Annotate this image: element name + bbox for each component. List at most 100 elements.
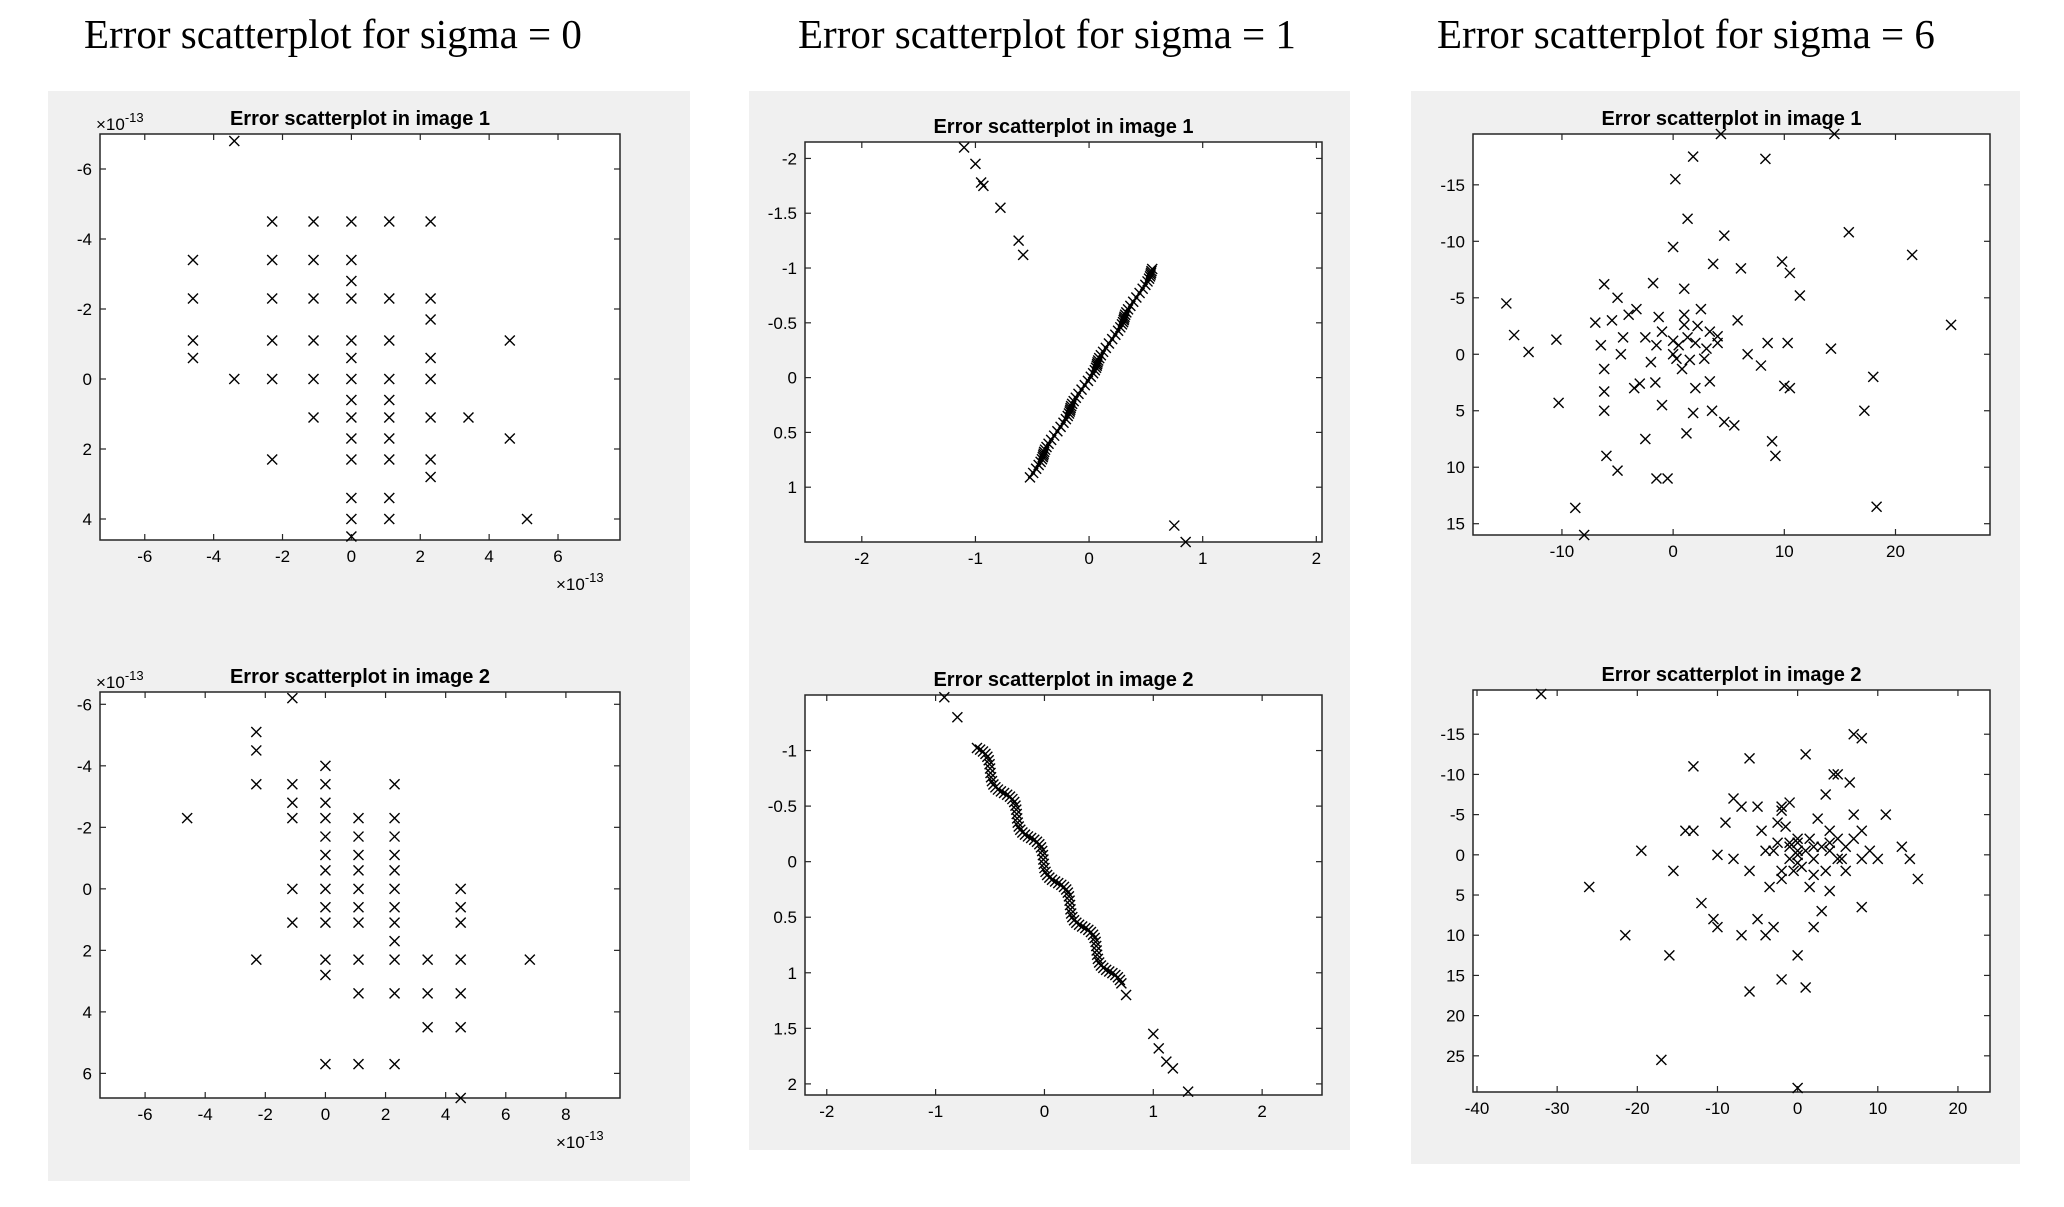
chart-2-data-point: [389, 778, 401, 790]
chart-1-data-point: [345, 335, 357, 346]
chart-1-data-point: [383, 433, 395, 444]
chart-6-data-point: [1820, 865, 1832, 877]
chart-6-data-point: [1804, 881, 1816, 893]
chart-6-ytick-label: -10: [1440, 765, 1465, 784]
chart-3-ytick-label: -0.5: [768, 314, 797, 333]
chart-3-ytick-label: -1: [782, 259, 797, 278]
chart-2-y-multiplier: ×10-13: [96, 668, 144, 692]
chart-4-data-point: [1010, 804, 1022, 816]
chart-1-data-point: [266, 335, 278, 346]
chart-4-data-point: [1033, 838, 1045, 850]
chart-4-data-point: [985, 771, 997, 783]
chart-6-data-point: [1756, 825, 1768, 837]
chart-6-ytick-label: 15: [1446, 966, 1465, 985]
chart-2-data-point: [319, 1058, 331, 1070]
chart-2-data-point: [455, 883, 467, 895]
chart-2-xtick-label: -6: [138, 1105, 153, 1124]
chart-2-data-point: [319, 954, 331, 966]
chart-1-data-point: [266, 373, 278, 385]
chart-6-data-point: [1848, 809, 1860, 821]
chart-2-ytick-label: 4: [83, 1003, 92, 1022]
chart-1-data-point: [383, 492, 395, 504]
chart-2-data-point: [524, 954, 536, 966]
chart-4-ytick-label: 2: [788, 1075, 797, 1094]
chart-5-data-point: [1700, 343, 1712, 355]
chart-4-data-point: [1147, 1028, 1159, 1040]
chart-3-data-point: [1118, 312, 1130, 324]
chart-2-data-point: [319, 797, 331, 809]
chart-5-data-point: [1630, 303, 1642, 315]
chart-5-data-point: [1704, 326, 1716, 338]
chart-4-data-point: [971, 742, 983, 754]
chart-1-data-point: [383, 293, 395, 304]
chart-5-data-point: [1569, 502, 1581, 514]
chart-5-data-point: [1615, 348, 1627, 360]
chart-2-xtick-label: 6: [501, 1105, 510, 1124]
chart-4-data-point: [938, 691, 950, 703]
chart-6-data-point: [1772, 817, 1784, 829]
chart-1-ytick-label: -2: [77, 300, 92, 319]
chart-2-data-point: [389, 812, 401, 824]
chart-2-data-point: [389, 1058, 401, 1070]
chart-6-data-point: [1856, 825, 1868, 837]
chart-4-data-point: [1052, 877, 1064, 889]
chart-5-data-point: [1769, 450, 1781, 462]
chart-6-data-point: [1776, 973, 1788, 985]
chart-1-data-point: [425, 412, 437, 423]
chart-1-data-point: [345, 216, 357, 227]
chart-5-data-point: [1825, 343, 1837, 355]
chart-5-data-point: [1784, 267, 1796, 279]
chart-5-data-point: [1735, 262, 1747, 274]
chart-3-data-point: [1013, 235, 1025, 247]
chart-2-data-point: [353, 849, 364, 861]
chart-6-data-point: [1792, 849, 1804, 861]
chart-4-data-point: [1037, 849, 1049, 861]
chart-2-xtick-label: 8: [561, 1105, 570, 1124]
chart-1-data-point: [345, 433, 357, 444]
chart-3-data-point: [1120, 306, 1132, 318]
chart-3-data-point: [975, 177, 987, 189]
chart-6-data-point: [1707, 913, 1719, 925]
chart-5-data-point: [1662, 473, 1674, 485]
chart-6-data-point: [1752, 801, 1764, 813]
chart-1-data-point: [187, 335, 199, 346]
chart-4-data-point: [1092, 953, 1104, 965]
chart-6-xtick-label: 10: [1868, 1099, 1887, 1118]
chart-4-data-point: [1038, 862, 1050, 874]
chart-1-xtick-label: -6: [137, 547, 152, 566]
chart-3-data-point: [1087, 367, 1099, 379]
chart-6-data-point: [1816, 905, 1828, 917]
chart-5-ytick-label: 5: [1456, 402, 1465, 421]
chart-4-ytick-label: 0.5: [773, 908, 797, 927]
chart-5-data-point: [1523, 346, 1535, 358]
chart-6-data-point: [1663, 949, 1675, 961]
chart-4-xtick-label: -2: [819, 1102, 834, 1121]
chart-4-data-point: [1022, 830, 1034, 842]
chart-2-xtick-label: 2: [381, 1105, 390, 1124]
chart-6-data-point: [1780, 821, 1792, 833]
chart-2-data-point: [353, 954, 364, 966]
chart-5-data-point: [1639, 331, 1651, 343]
chart-1-data-point: [383, 412, 395, 423]
chart-6-data-point: [1792, 833, 1804, 845]
chart-6-data-point: [1800, 845, 1812, 857]
chart-4-data-point: [1013, 820, 1025, 832]
chart-2-data-point: [319, 901, 331, 913]
chart-6-ytick-label: 0: [1456, 846, 1465, 865]
chart-1-xtick-label: -2: [275, 547, 290, 566]
chart-5-data-point: [1906, 249, 1918, 261]
chart-5-data-point: [1687, 407, 1699, 419]
chart-6-data-point: [1768, 845, 1780, 857]
chart-1-data-point: [345, 531, 357, 542]
chart-1-data-point: [425, 471, 437, 483]
chart-1-plot-area: [99, 133, 621, 541]
chart-6-xtick-label: -10: [1705, 1099, 1730, 1118]
chart-2-data-point: [353, 917, 364, 929]
chart-1-data-point: [345, 412, 357, 423]
chart-3-data-point: [1092, 354, 1104, 366]
chart-5-data-point: [1718, 230, 1730, 242]
chart-6-data-point: [1768, 921, 1780, 933]
chart-4-data-point: [981, 751, 993, 763]
chart-1-data-point: [425, 454, 437, 465]
chart-1-data-point: [521, 513, 533, 525]
